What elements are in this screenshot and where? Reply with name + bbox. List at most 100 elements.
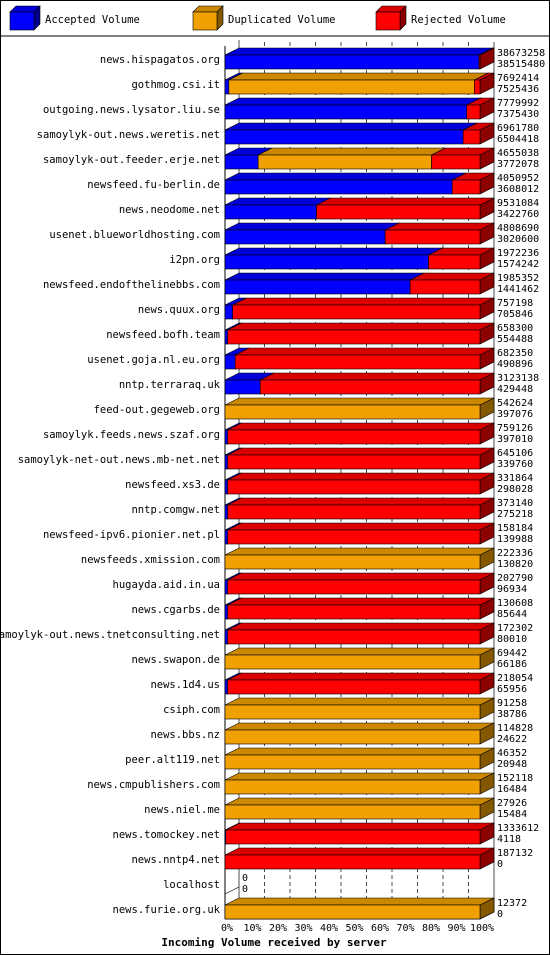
total-volume-label: 12372 [497,898,527,909]
bar-row [224,822,495,845]
bar-row [224,422,495,445]
server-name-label: newsfeed.endofthelinebbs.com [43,279,220,291]
accepted-volume-label: 4118 [497,834,521,845]
bar-segment-accepted [224,47,494,70]
accepted-volume-label: 3608012 [497,184,539,195]
total-volume-label: 0 [242,873,248,884]
server-name-label: news.furie.org.uk [113,904,221,916]
accepted-volume-label: 139988 [497,534,533,545]
accepted-volume-label: 3020600 [497,234,539,245]
bar-row [224,572,495,595]
bar-row [224,622,495,645]
accepted-volume-label: 0 [497,909,503,920]
bar-segment-rejected [428,247,495,270]
bar-row [224,347,495,370]
bar-empty [224,886,240,895]
legend-swatch-accepted [9,5,41,31]
bar-segment-rejected [259,372,495,395]
total-volume-label: 222336 [497,548,533,559]
bar-segment-rejected [478,47,495,70]
bar-segment-duplicated [224,722,495,745]
accepted-volume-label: 3772078 [497,159,539,170]
x-tick-label: 60% [371,923,389,934]
bar-segment-rejected [409,272,495,295]
total-volume-label: 658300 [497,323,533,334]
bars [224,47,495,920]
total-volume-label: 7779992 [497,98,539,109]
bar-row [224,147,495,170]
legend-label-rejected: Rejected Volume [411,14,506,26]
bar-segment-accepted [224,172,467,195]
bar-segment-rejected [227,572,495,595]
server-name-label: news.neodome.net [119,204,220,216]
server-name-label: outgoing.news.lysator.liu.se [43,104,220,116]
bar-row [224,272,495,295]
bar-segment-rejected [227,597,495,620]
legend-label-duplicated: Duplicated Volume [228,14,335,26]
server-name-label: news.nntp4.net [131,854,220,866]
bar-row [224,372,495,395]
server-name-label: news.swapon.de [131,654,220,666]
total-volume-label: 152118 [497,773,533,784]
legend-swatch-rejected [375,5,407,31]
bar-segment-duplicated [224,397,495,420]
server-name-label: csiph.com [163,704,220,716]
bar-segment-duplicated [224,647,495,670]
bar-row [224,247,495,270]
x-tick-label: 40% [320,923,338,934]
total-volume-label: 542624 [497,398,533,409]
x-tick-label: 0% [221,923,233,934]
server-name-label: news.cmpublishers.com [87,779,220,791]
server-name-label: newsfeed.xs3.de [125,479,220,491]
accepted-volume-label: 397076 [497,409,533,420]
bar-segment-accepted [224,272,425,295]
bar-row [224,747,495,770]
accepted-volume-label: 15484 [497,809,527,820]
server-name-label: newsfeed.bofh.team [106,329,220,341]
bar-segment-rejected [224,847,495,870]
accepted-volume-label: 298028 [497,484,533,495]
bar-segment-rejected [474,72,495,95]
bar-row [224,847,495,870]
total-volume-label: 172302 [497,623,533,634]
total-volume-label: 46352 [497,748,527,759]
bar-segment-rejected [227,672,495,695]
x-tick-label: 30% [294,923,312,934]
total-volume-label: 4050952 [497,173,539,184]
bar-segment-rejected [227,422,495,445]
accepted-volume-label: 96934 [497,584,527,595]
accepted-volume-label: 66186 [497,659,527,670]
server-name-label: feed-out.gegeweb.org [94,404,220,416]
bar-segment-accepted [224,247,443,270]
legend-item-duplicated: Duplicated Volume [192,5,335,31]
server-name-label: localhost [163,879,220,891]
server-name-label: news.hispagatos.org [100,54,220,66]
x-tick-label: 50% [345,923,363,934]
bar-row [224,172,495,195]
x-tick-label: 90% [447,923,465,934]
server-name-label: usenet.blueworldhosting.com [49,229,220,241]
bar-row [224,322,495,345]
bar-row [224,897,495,920]
total-volume-label: 7692414 [497,73,539,84]
total-volume-label: 3123138 [497,373,539,384]
bar-segment-accepted [224,197,331,220]
bar-segment-accepted [224,122,478,145]
bar-segment-rejected [316,197,495,220]
total-volume-label: 1985352 [497,273,539,284]
bar-segment-duplicated [257,147,446,170]
total-volume-label: 759126 [497,423,533,434]
total-volume-label: 114828 [497,723,533,734]
bar-segment-duplicated [224,772,495,795]
total-volume-label: 6961780 [497,123,539,134]
bar-segment-duplicated [228,72,489,95]
total-volume-label: 158184 [497,523,533,534]
bar-segment-rejected [227,622,495,645]
accepted-volume-label: 80010 [497,634,527,645]
x-tick-label: 20% [269,923,287,934]
x-tick-label: 80% [422,923,440,934]
legend-item-accepted: Accepted Volume [9,5,140,31]
accepted-volume-label: 554488 [497,334,533,345]
